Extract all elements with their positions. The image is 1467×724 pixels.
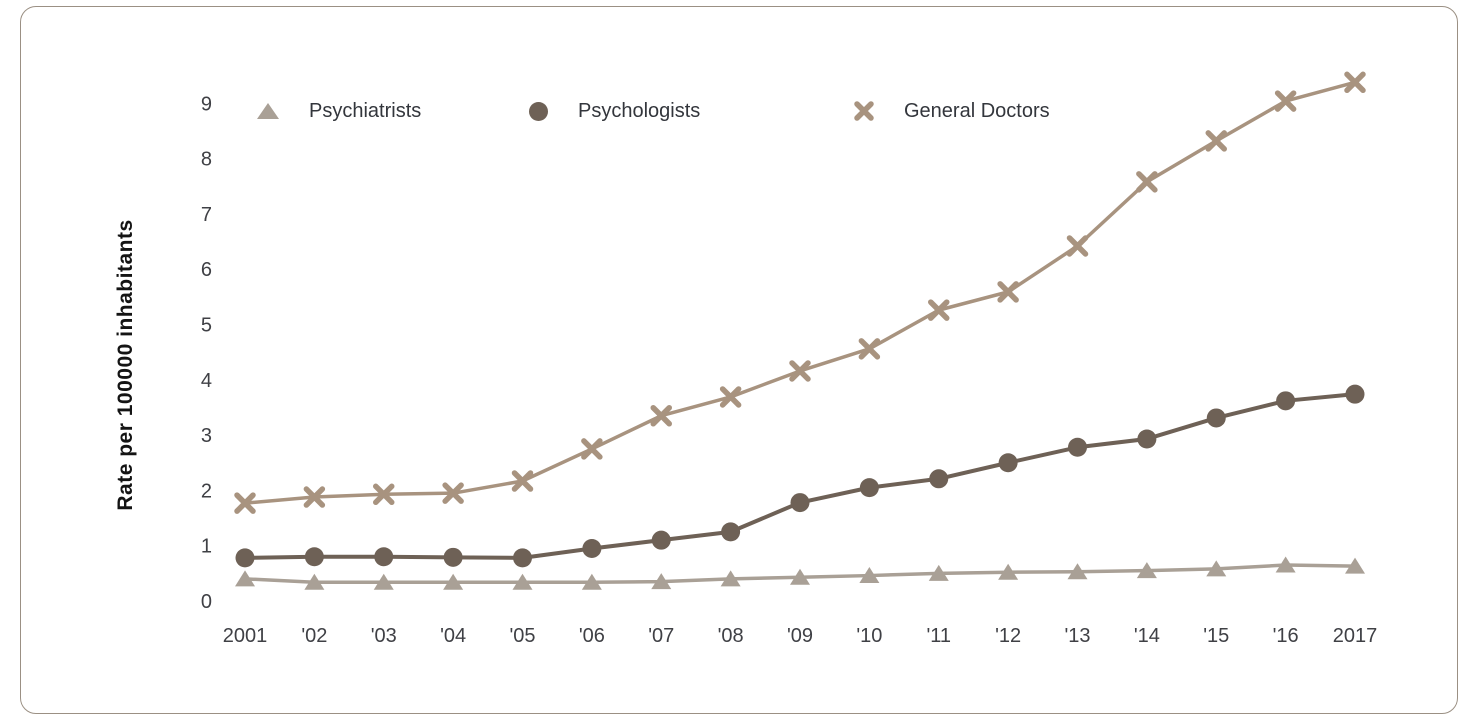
x-tick-label: 2001	[223, 625, 268, 647]
y-tick-label: 0	[201, 591, 212, 613]
data-point-psychologists	[721, 522, 741, 542]
x-tick-label: '04	[440, 625, 466, 647]
data-point-general-doctors	[1205, 130, 1227, 152]
data-point-psychologists	[929, 469, 949, 489]
data-point-psychologists	[1276, 391, 1296, 411]
data-point-psychiatrists	[373, 573, 394, 590]
x-tick-label: '08	[718, 625, 744, 647]
data-point-general-doctors	[442, 482, 464, 504]
data-point-psychiatrists	[790, 568, 810, 585]
data-point-psychologists	[651, 530, 671, 550]
legend-label-psychiatrists: Psychiatrists	[309, 99, 422, 122]
data-point-general-doctors	[1344, 71, 1366, 94]
x-tick-label: '07	[648, 625, 674, 647]
y-tick-label: 4	[201, 370, 212, 392]
data-point-psychiatrists	[720, 570, 741, 587]
x-tick-label: '10	[856, 625, 882, 647]
data-point-general-doctors	[719, 386, 742, 408]
data-point-general-doctors	[581, 438, 603, 460]
data-point-psychiatrists	[998, 563, 1019, 580]
x-tick-label: '12	[995, 625, 1021, 647]
x-tick-label: 2017	[1333, 625, 1378, 647]
data-point-general-doctors	[997, 281, 1019, 303]
data-point-general-doctors	[1066, 235, 1089, 257]
data-point-psychologists	[304, 547, 324, 567]
data-point-psychiatrists	[928, 564, 949, 581]
series-line-general-doctors	[244, 80, 1356, 505]
x-tick-label: '15	[1203, 625, 1229, 647]
data-point-psychiatrists	[512, 573, 533, 590]
x-tick-label: '16	[1273, 625, 1299, 647]
data-point-general-doctors	[373, 483, 395, 506]
data-point-general-doctors	[234, 492, 256, 514]
y-tick-label: 2	[201, 480, 212, 502]
data-point-psychologists	[1345, 384, 1365, 404]
data-point-psychologists	[513, 548, 532, 568]
x-tick-label: '05	[509, 625, 535, 647]
x-tick-label: '06	[579, 625, 605, 647]
x-tick-label: '11	[926, 625, 951, 647]
y-tick-label: 3	[201, 425, 212, 447]
data-point-general-doctors	[303, 486, 326, 508]
data-point-general-doctors	[928, 299, 950, 321]
data-point-psychiatrists	[581, 573, 602, 590]
x-tick-label: '13	[1064, 625, 1090, 647]
data-point-general-doctors	[650, 404, 672, 427]
y-tick-label: 1	[201, 536, 212, 558]
x-marker-icon	[854, 101, 874, 121]
data-point-psychologists	[998, 453, 1018, 473]
legend-label-general-doctors: General Doctors	[904, 99, 1050, 122]
data-point-psychiatrists	[304, 573, 325, 590]
y-tick-label: 5	[201, 315, 212, 337]
data-point-psychologists	[1137, 429, 1157, 449]
data-point-general-doctors	[1136, 171, 1158, 193]
data-point-psychologists	[1068, 437, 1087, 457]
data-point-psychiatrists	[1136, 562, 1157, 579]
data-point-psychologists	[1206, 408, 1226, 428]
legend-item-psychologists: Psychologists	[529, 98, 700, 124]
data-point-psychiatrists	[1345, 557, 1365, 574]
data-point-psychiatrists	[1067, 563, 1088, 580]
data-point-psychologists	[859, 478, 879, 498]
x-tick-label: '02	[301, 625, 327, 647]
data-point-general-doctors	[789, 360, 811, 382]
triangle-marker-icon	[257, 103, 279, 119]
y-tick-label: 8	[201, 149, 212, 171]
data-point-general-doctors	[1274, 90, 1297, 112]
x-tick-label: '03	[371, 625, 397, 647]
y-tick-label: 6	[201, 259, 212, 281]
data-point-psychiatrists	[1206, 560, 1227, 577]
data-point-psychiatrists	[443, 573, 464, 590]
data-point-psychiatrists	[235, 570, 255, 587]
circle-marker-icon	[529, 101, 548, 121]
data-point-psychologists	[790, 493, 810, 513]
y-tick-label: 7	[201, 204, 212, 226]
data-point-psychologists	[582, 538, 602, 558]
x-tick-label: '09	[787, 625, 813, 647]
y-tick-label: 9	[201, 93, 212, 115]
x-tick-label: '14	[1134, 625, 1160, 647]
legend-item-psychiatrists: Psychiatrists	[257, 98, 421, 124]
data-point-psychiatrists	[651, 573, 672, 590]
legend-item-general-doctors: General Doctors	[854, 98, 1050, 124]
data-point-psychologists	[235, 548, 255, 568]
series-line-psychologists	[244, 392, 1356, 560]
data-point-psychologists	[374, 547, 394, 567]
data-point-general-doctors	[858, 338, 881, 360]
data-point-psychiatrists	[1275, 556, 1296, 573]
legend-label-psychologists: Psychologists	[578, 99, 701, 122]
chart-panel: Rate per 100000 inhabitants Psychiatrist…	[20, 6, 1458, 714]
data-point-psychologists	[443, 547, 463, 567]
data-point-general-doctors	[511, 470, 534, 492]
data-point-psychiatrists	[859, 567, 880, 584]
